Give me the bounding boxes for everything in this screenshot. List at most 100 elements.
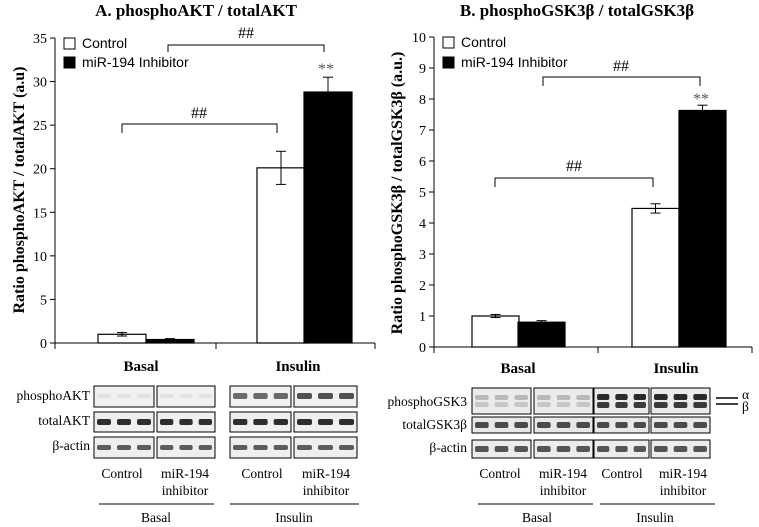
- blot-band: [273, 445, 288, 450]
- blot-band: [597, 422, 610, 428]
- blot-band: [179, 445, 193, 450]
- y-tick-label: 5: [40, 293, 47, 308]
- blot-band: [576, 446, 590, 452]
- blot-band: [673, 446, 688, 452]
- blot-band: [339, 419, 354, 425]
- blot-band: [615, 394, 628, 400]
- panel-b-blot-group-insulin: Insulin: [636, 510, 674, 525]
- panel-a-bars: [97, 76, 353, 344]
- panel-a-legend-control-label: Control: [82, 35, 127, 51]
- y-tick-label: 8: [419, 93, 426, 108]
- y-tick-label: 9: [419, 62, 426, 77]
- panel-b-y-axis-label: Ratio phosphoGSK3β / totalGSK3β (a.u.): [389, 52, 406, 335]
- y-tick-label: 5: [419, 186, 426, 201]
- blot-band: [537, 422, 551, 428]
- blot-band: [514, 446, 528, 452]
- y-tick-label: 20: [33, 163, 47, 178]
- blot-band: [297, 419, 312, 425]
- panel-b-group-insulin: Insulin: [653, 361, 699, 377]
- blot-band: [273, 393, 288, 399]
- panel-a-lane-label-basal-inhibitor-1: miR-194: [161, 466, 209, 481]
- bar-insulin-inhibitor: [678, 109, 727, 348]
- panel-b-lane-label-basal-inhibitor-1: miR-194: [539, 466, 587, 481]
- panel-a-lane-label-insulin-inhibitor-2: inhibitor: [303, 483, 350, 498]
- blot-band: [693, 422, 707, 428]
- error-bar: [650, 203, 661, 214]
- y-tick-label: 25: [33, 119, 47, 134]
- panel-b-blot-row-label-phosphogsk3: phosphoGSK3: [387, 394, 467, 409]
- panel-b-title: B. phosphoGSK3β / totalGSK3β: [460, 1, 694, 20]
- bar-insulin-control: [256, 167, 306, 344]
- blot-band: [633, 446, 646, 452]
- blot-band: [233, 393, 248, 399]
- panel-a-legend-control-swatch: [63, 37, 76, 50]
- blot-band: [514, 402, 528, 407]
- blot-band: [633, 422, 646, 428]
- blot-band: [297, 445, 312, 450]
- blot-band: [597, 402, 610, 408]
- panel-a-blot-group-insulin: Insulin: [275, 510, 313, 525]
- panel-b-lane-label-insulin-inhibitor-2: inhibitor: [660, 483, 707, 498]
- blot-band: [253, 393, 268, 399]
- blot-band: [654, 446, 668, 452]
- blot-band: [633, 394, 646, 400]
- blot-band: [597, 394, 610, 400]
- panel-b-bars: [471, 104, 727, 348]
- blot-band: [97, 394, 111, 398]
- blot-band: [137, 419, 151, 425]
- blot-band: [537, 395, 551, 400]
- blot-band: [160, 445, 174, 450]
- panel-b-legend-control-swatch: [442, 36, 455, 49]
- blot-band: [615, 402, 628, 408]
- panel-a-blot-row-label-phosphoakt: phosphoAKT: [17, 388, 91, 403]
- blot-band: [494, 422, 509, 428]
- panel-b-bracket-basal-insulin: [494, 177, 654, 187]
- panel-a-chart: A. phosphoAKT / totalAKT Ratio phosphoAK…: [11, 1, 376, 375]
- panel-a-brackets: ## ## **: [121, 25, 334, 133]
- blot-band: [654, 402, 668, 408]
- blot-band: [494, 395, 509, 400]
- panel-a-blot-row-label-totalakt: totalAKT: [38, 413, 90, 428]
- error-bar: [165, 338, 175, 340]
- blot-band: [654, 422, 668, 428]
- blot-band: [494, 446, 509, 452]
- blot-band: [673, 402, 688, 408]
- blot-band: [233, 419, 248, 425]
- blot-band: [556, 395, 571, 400]
- panel-b-lane-label-insulin-control: Control: [601, 466, 643, 481]
- panel-b-blot-group-basal: Basal: [522, 510, 552, 525]
- y-tick-label: 7: [419, 124, 426, 139]
- bar-basal-control: [471, 315, 520, 348]
- panel-b-bracket-control-inhibitor-label: ##: [613, 58, 629, 75]
- panel-b-brackets: ## ## **: [494, 58, 709, 187]
- blot-band: [576, 395, 590, 400]
- panel-a-legend-inhibitor-label: miR-194 Inhibitor: [82, 54, 189, 70]
- panel-b-western-blot: phosphoGSK3 totalGSK3β β-actin α β Contr…: [387, 387, 749, 525]
- blot-band: [137, 394, 151, 398]
- blot-band: [633, 402, 646, 408]
- blot-band: [273, 419, 288, 425]
- panel-b-isoform-beta: β: [742, 399, 749, 414]
- panel-a-bracket-basal-insulin: [121, 123, 278, 133]
- panel-b-group-basal: Basal: [500, 361, 535, 377]
- panel-b-legend-inhibitor-swatch: [442, 56, 455, 69]
- panel-b-chart: B. phosphoGSK3β / totalGSK3β Ratio phosp…: [389, 1, 753, 377]
- panel-b-blot-strips: [471, 387, 711, 459]
- y-tick-label: 2: [419, 279, 426, 294]
- panel-b-isoform-alpha: α: [742, 387, 749, 402]
- panel-a-title: A. phosphoAKT / totalAKT: [95, 1, 298, 20]
- panel-a-bracket-control-inhibitor: [167, 44, 325, 52]
- blot-band: [318, 419, 333, 425]
- y-tick-label: 3: [419, 248, 426, 263]
- error-bar: [697, 104, 708, 111]
- blot-band: [233, 445, 248, 450]
- blot-band: [198, 445, 212, 450]
- blot-band: [297, 393, 312, 399]
- blot-band: [198, 419, 212, 425]
- panel-b-legend-control-label: Control: [461, 34, 506, 50]
- y-tick-label: 6: [419, 155, 426, 170]
- blot-band: [615, 446, 628, 452]
- panel-a-y-axis-label: Ratio phosphoAKT / totalAKT (a.u): [11, 66, 28, 313]
- y-tick-label: 30: [33, 76, 47, 91]
